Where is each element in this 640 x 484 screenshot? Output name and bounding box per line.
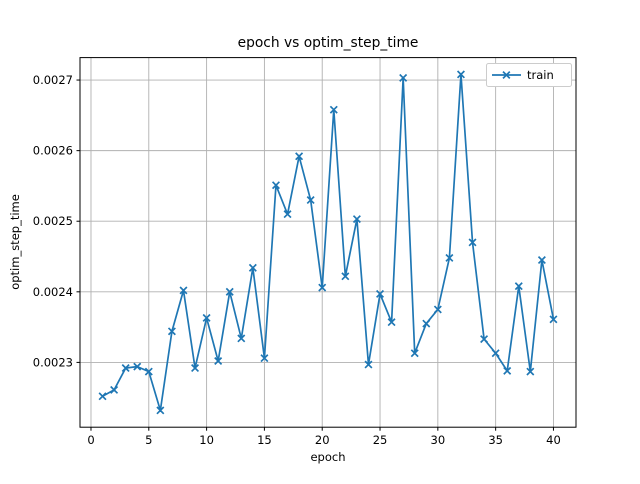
x-tick-label: 35: [488, 433, 503, 447]
series-line-train: [102, 73, 555, 412]
y-tick-label: 0.0023: [33, 355, 73, 369]
x-axis-label: epoch: [310, 450, 345, 464]
chart-title: epoch vs optim_step_time: [238, 35, 419, 51]
legend: train: [486, 63, 572, 87]
series-markers-train: [98, 70, 558, 415]
legend-label: train: [527, 68, 554, 82]
plot-frame: [79, 57, 577, 428]
x-tick-label: 5: [145, 433, 152, 447]
x-tick-label: 0: [87, 433, 94, 447]
x-tick-label: 20: [315, 433, 330, 447]
legend-marker-x-icon: [502, 70, 511, 80]
y-tick-label: 0.0024: [33, 285, 73, 299]
y-axis-label: optim_step_time: [8, 194, 22, 290]
x-tick-label: 15: [257, 433, 272, 447]
x-tick-label: 10: [199, 433, 214, 447]
x-tick-label: 25: [373, 433, 388, 447]
y-tick-label: 0.0027: [33, 73, 73, 87]
y-tick-label: 0.0026: [33, 144, 73, 158]
legend-box: [486, 63, 572, 87]
x-tick-label: 30: [431, 433, 446, 447]
plot-area: 0 5 10 15 20 25 30 35 40 0.0023 0.0024 0.0025 0.0026…: [33, 57, 577, 447]
x-tick-label: 40: [546, 433, 561, 447]
y-tick-label: 0.0025: [33, 214, 73, 228]
